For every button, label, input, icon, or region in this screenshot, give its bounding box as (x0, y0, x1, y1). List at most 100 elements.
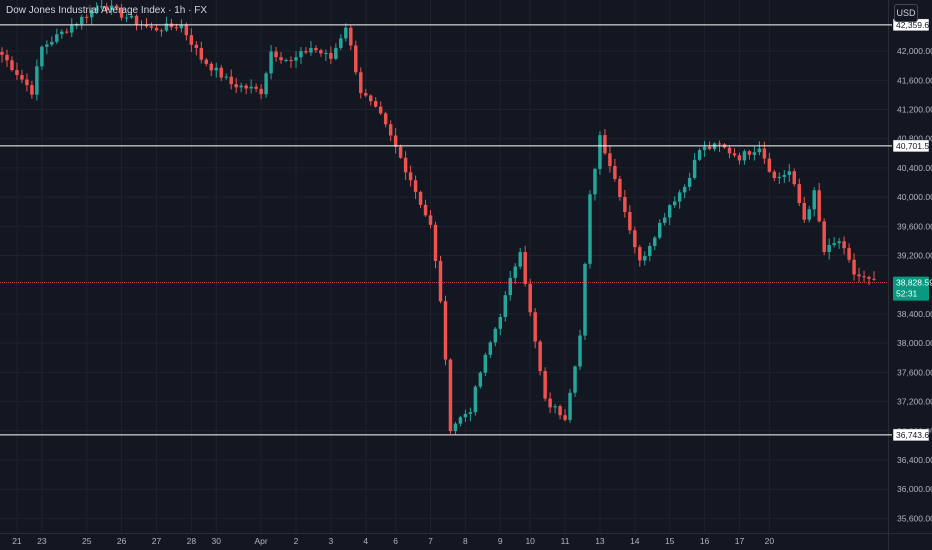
candle-body (458, 417, 463, 424)
candle-body (852, 259, 856, 275)
candle-body (553, 406, 557, 408)
x-tick-label: 13 (595, 536, 605, 546)
candle-body (473, 386, 478, 413)
candle-body (324, 52, 328, 54)
candle-body (468, 412, 473, 414)
candle-body (334, 47, 338, 59)
candle-body (628, 211, 632, 231)
candle-body (623, 196, 627, 212)
candle-body (658, 222, 662, 238)
y-tick-label: 37,600.00 (897, 367, 932, 377)
candle-body (60, 31, 64, 35)
x-tick-label: 8 (463, 536, 468, 546)
candle-body (453, 423, 458, 432)
level-price-label: 36,743.61 (896, 430, 932, 440)
y-tick-label: 40,800.00 (897, 134, 932, 144)
candle-body (219, 67, 223, 78)
candle-body (184, 25, 189, 36)
candle-body (199, 48, 204, 60)
x-tick-label: Apr (254, 536, 267, 546)
candle-body (418, 191, 423, 205)
candle-body (50, 41, 54, 45)
candle-body (578, 335, 582, 367)
y-tick-label: 41,600.00 (897, 75, 932, 85)
last-price-label: 38,828.59 (896, 278, 932, 288)
candle-body (752, 152, 757, 155)
candle-body (70, 25, 74, 33)
last-price-tag (893, 276, 929, 301)
candle-body (662, 217, 667, 223)
candle-body (438, 260, 443, 302)
candle-body (732, 153, 737, 156)
candle-body (538, 341, 542, 372)
y-tick-label: 40,400.00 (897, 163, 932, 173)
currency-button[interactable]: USD (894, 4, 918, 22)
candle-body (687, 177, 692, 187)
candle-body (707, 146, 712, 150)
candle-body (224, 76, 228, 78)
candle-body (777, 176, 782, 179)
x-tick-label: 14 (630, 536, 640, 546)
candle-body (857, 274, 861, 277)
candle-body (189, 35, 194, 45)
candle-body (364, 93, 368, 96)
candle-body (558, 406, 562, 416)
candle-body (25, 79, 29, 86)
candle-body (194, 44, 199, 49)
price-axis (889, 0, 932, 550)
candle-body (5, 54, 9, 61)
symbol-legend: Dow Jones Industrial Average Index · 1h … (6, 5, 208, 16)
x-tick-label: 6 (393, 536, 398, 546)
candle-body (478, 372, 483, 387)
candle-body (677, 192, 682, 202)
candle-body (842, 241, 846, 249)
candle-body (99, 6, 104, 8)
candle-body (593, 168, 597, 195)
candle-body (847, 248, 851, 260)
candle-body (573, 366, 577, 393)
candle-body (702, 146, 707, 151)
candle-body (667, 205, 672, 218)
candle-body (812, 190, 816, 210)
candle-body (30, 85, 34, 95)
candle-body (304, 51, 308, 53)
candle-body (508, 277, 512, 296)
candle-body (359, 72, 363, 94)
candle-body (682, 186, 687, 193)
candle-body (398, 146, 403, 158)
candle-body (697, 150, 702, 160)
candle-body (767, 158, 772, 172)
candle-body (15, 70, 19, 76)
candle-body (319, 50, 323, 54)
candle-body (548, 398, 552, 408)
candle-body (797, 184, 801, 203)
candle-body (638, 247, 642, 261)
candle-body (264, 73, 268, 95)
candle-body (423, 204, 428, 216)
candle-body (583, 263, 587, 336)
candle-body (55, 34, 59, 42)
x-tick-label: 25 (82, 536, 92, 546)
candle-body (114, 5, 119, 9)
x-tick-label: 16 (700, 536, 710, 546)
candle-body (737, 155, 742, 161)
candle-body (648, 246, 652, 257)
candle-body (433, 224, 438, 261)
candle-body (209, 63, 214, 71)
x-tick-label: 2 (294, 536, 299, 546)
x-tick-label: 4 (363, 536, 368, 546)
candle-body (244, 85, 248, 89)
candle-body (802, 202, 806, 220)
candle-body (204, 59, 209, 64)
candle-body (747, 151, 752, 155)
candle-body (214, 67, 218, 71)
candle-body (872, 278, 876, 280)
candle-body (388, 124, 393, 136)
candle-body (448, 359, 453, 432)
candle-body (862, 276, 866, 278)
candle-body (94, 7, 99, 11)
x-tick-label: 9 (498, 536, 503, 546)
y-tick-label: 39,200.00 (897, 251, 932, 261)
candle-body (483, 354, 488, 373)
